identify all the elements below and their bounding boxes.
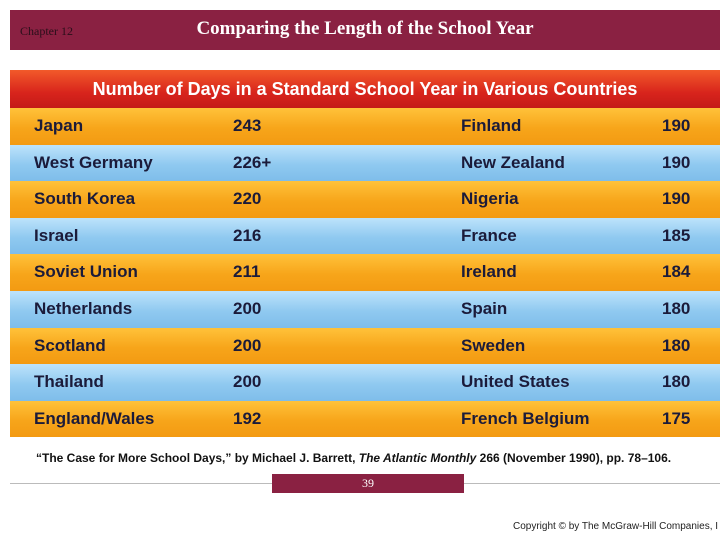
country-cell: England/Wales [34, 408, 155, 428]
country-cell: Netherlands [34, 298, 133, 318]
country-cell: Ireland [461, 262, 517, 282]
table: Number of Days in a Standard School Year… [10, 70, 720, 438]
citation: “The Case for More School Days,” by Mich… [36, 451, 671, 465]
page-number: 39 [272, 474, 464, 493]
country-cell: Thailand [34, 372, 104, 392]
citation-journal: The Atlantic Monthly [358, 451, 477, 465]
days-cell: 185 [662, 225, 691, 245]
table-row: Netherlands 200 Spain 180 [10, 290, 720, 328]
country-cell: Spain [461, 298, 508, 318]
days-cell: 180 [662, 372, 691, 392]
country-cell: New Zealand [461, 152, 565, 172]
country-cell: Scotland [34, 335, 106, 355]
chapter-label: Chapter 12 [20, 24, 73, 38]
country-cell: United States [461, 372, 570, 392]
table-row: Scotland 200 Sweden 180 [10, 327, 720, 365]
days-cell: 200 [233, 335, 262, 355]
country-cell: West Germany [34, 152, 153, 172]
citation-text: “The Case for More School Days,” by Mich… [36, 451, 359, 465]
days-cell: 226+ [233, 152, 272, 172]
country-cell: Soviet Union [34, 262, 138, 282]
days-cell: 211 [233, 262, 261, 282]
table-row: West Germany 226+ New Zealand 190 [10, 144, 720, 182]
country-cell: France [461, 225, 517, 245]
days-cell: 200 [233, 372, 262, 392]
slide-title: Comparing the Length of the School Year [196, 18, 534, 39]
days-cell: 180 [662, 298, 691, 318]
table-row: Japan 243 Finland 190 [10, 108, 720, 145]
table-title: Number of Days in a Standard School Year… [10, 70, 720, 108]
table-row: Israel 216 France 185 [10, 217, 720, 255]
days-cell: 175 [662, 408, 691, 428]
days-cell: 184 [662, 262, 691, 282]
copyright: Copyright © by The McGraw-Hill Companies… [513, 521, 719, 532]
days-cell: 190 [662, 152, 691, 172]
days-cell: 180 [662, 335, 691, 355]
days-cell: 220 [233, 189, 262, 209]
country-cell: Nigeria [461, 189, 519, 209]
days-cell: 243 [233, 116, 262, 135]
table-row: South Korea 220 Nigeria 190 [10, 181, 720, 218]
header-bar: Chapter 12 Comparing the Length of the S… [10, 10, 720, 50]
days-cell: 192 [233, 408, 262, 428]
table-row: England/Wales 192 French Belgium 175 [10, 400, 720, 438]
country-cell: French Belgium [461, 408, 590, 428]
days-cell: 190 [662, 116, 691, 135]
days-cell: 190 [662, 189, 691, 209]
days-cell: 200 [233, 298, 262, 318]
country-cell: Japan [34, 116, 84, 135]
citation-text: 266 (November 1990), pp. 78–106. [476, 451, 672, 465]
country-cell: South Korea [34, 189, 136, 209]
country-cell: Finland [461, 116, 522, 135]
country-cell: Israel [34, 225, 79, 245]
table-row: Soviet Union 211 Ireland 184 [10, 254, 720, 291]
days-cell: 216 [233, 225, 262, 245]
table-row: Thailand 200 United States 180 [10, 364, 720, 401]
country-cell: Sweden [461, 335, 526, 355]
